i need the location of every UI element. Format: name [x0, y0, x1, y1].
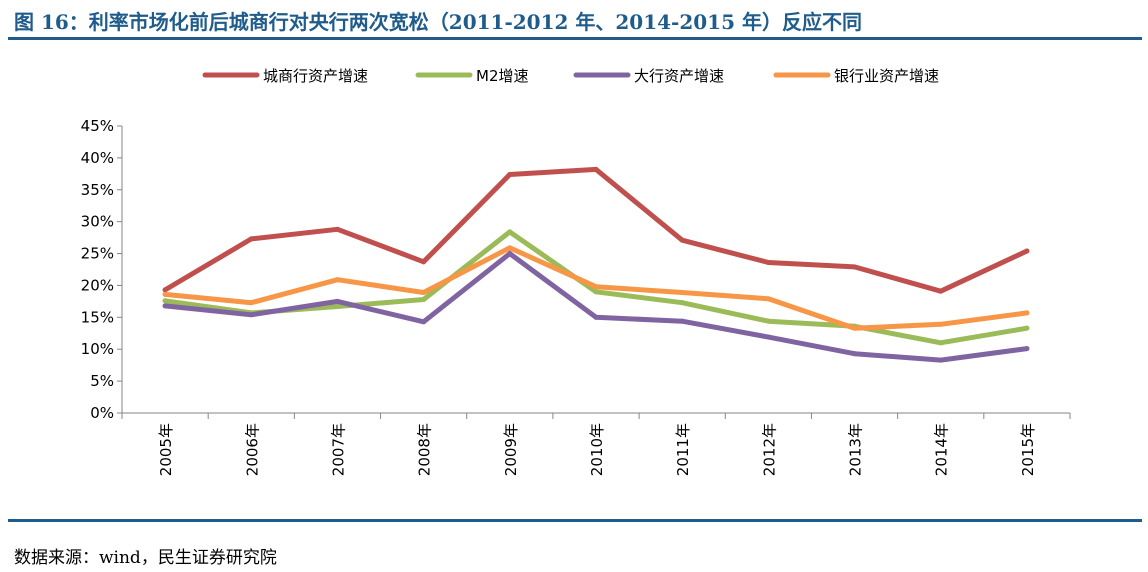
data-point: [334, 298, 340, 304]
data-point: [852, 264, 858, 270]
data-point: [852, 351, 858, 357]
y-tick-label: 40%: [81, 149, 114, 167]
x-tick-label: 2007年: [329, 423, 347, 476]
series-line-3: [162, 251, 1030, 363]
y-tick-label: 0%: [90, 404, 114, 422]
legend-label: M2增速: [476, 67, 529, 85]
legend-label: 城商行资产增速: [263, 67, 368, 85]
data-point: [248, 312, 254, 318]
data-point: [507, 245, 513, 251]
legend-label: 银行业资产增速: [834, 67, 939, 85]
x-tick-label: 2010年: [588, 423, 606, 476]
legend-label: 大行资产增速: [634, 67, 724, 85]
data-point: [248, 236, 254, 242]
data-point: [334, 226, 340, 232]
data-point: [679, 300, 685, 306]
y-tick-label: 10%: [81, 340, 114, 358]
data-point: [593, 284, 599, 290]
source-rule: [8, 519, 1142, 522]
x-tick-label: 2012年: [760, 423, 778, 476]
y-tick-label: 15%: [81, 308, 114, 326]
data-point: [765, 296, 771, 302]
y-tick-label: 25%: [81, 245, 114, 263]
data-point: [938, 288, 944, 294]
x-tick-label: 2006年: [243, 423, 261, 476]
title-rule: [8, 37, 1142, 40]
figure-title: 图 16：利率市场化前后城商行对央行两次宽松（2011-2012 年、2014-…: [14, 10, 862, 34]
x-tick-label: 2005年: [157, 423, 175, 476]
data-point: [938, 357, 944, 363]
x-tick-label: 2015年: [1019, 423, 1037, 476]
x-tick-label: 2008年: [416, 423, 434, 476]
data-point: [765, 259, 771, 265]
data-source-note: 数据来源：wind，民生证券研究院: [14, 548, 277, 568]
x-tick-label: 2013年: [847, 423, 865, 476]
y-tick-label: 35%: [81, 181, 114, 199]
data-point: [765, 318, 771, 324]
chart-legend: 城商行资产增速 M2增速 大行资产增速 银行业资产增速: [202, 67, 939, 85]
y-tick-label: 45%: [81, 117, 114, 135]
data-point: [1024, 310, 1030, 316]
y-tick-label: 20%: [81, 276, 114, 294]
x-axis: 2005年 2006年 2007年 2008年 2009年 2010年 2011年 2012年…: [121, 412, 1071, 476]
data-point: [593, 166, 599, 172]
data-point: [507, 251, 513, 257]
data-point: [162, 303, 168, 309]
data-point: [421, 319, 427, 325]
data-point: [593, 289, 599, 295]
data-point: [421, 259, 427, 265]
data-point: [334, 303, 340, 309]
data-point: [852, 325, 858, 331]
y-axis: 0% 5% 10% 15% 20% 25% 30% 35% 40% 45%: [81, 117, 123, 422]
data-point: [1024, 346, 1030, 352]
data-point: [507, 229, 513, 235]
data-point: [593, 314, 599, 320]
x-tick-label: 2014年: [933, 423, 951, 476]
series-line-1: [162, 166, 1030, 294]
x-tick-label: 2009年: [502, 423, 520, 476]
x-tick-label: 2011年: [674, 423, 692, 476]
data-point: [334, 277, 340, 283]
y-tick-label: 30%: [81, 213, 114, 231]
data-point: [679, 289, 685, 295]
data-point: [765, 334, 771, 340]
data-point: [938, 340, 944, 346]
data-point: [938, 321, 944, 327]
data-point: [421, 289, 427, 295]
data-point: [679, 237, 685, 243]
data-point: [1024, 248, 1030, 254]
series-lines: [162, 166, 1030, 363]
y-tick-label: 5%: [90, 372, 114, 390]
data-point: [507, 171, 513, 177]
data-point: [679, 318, 685, 324]
data-point: [248, 300, 254, 306]
data-point: [1024, 325, 1030, 331]
data-point: [162, 287, 168, 293]
data-point: [421, 296, 427, 302]
data-point: [162, 291, 168, 297]
data-point: [162, 298, 168, 304]
